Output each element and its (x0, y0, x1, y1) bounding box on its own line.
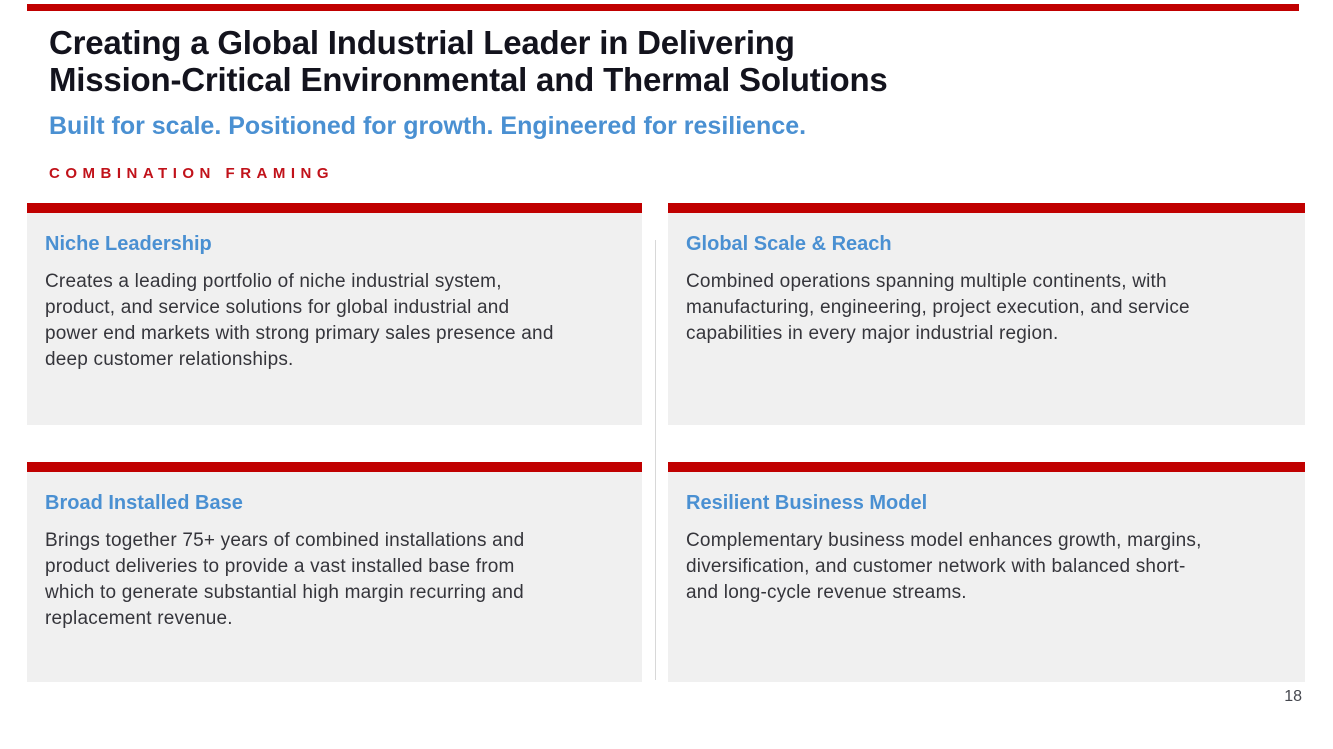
card-body: Complementary business model enhances gr… (686, 530, 1202, 603)
slide-header: Creating a Global Industrial Leader in D… (49, 24, 1289, 182)
card-broad-installed-base: Broad Installed Base Brings together 75+… (27, 462, 642, 682)
card-body: Combined operations spanning multiple co… (686, 271, 1190, 344)
slide-subtitle: Built for scale. Positioned for growth. … (49, 112, 807, 140)
cards-grid: Niche Leadership Creates a leading portf… (27, 203, 1305, 682)
slide-title: Creating a Global Industrial Leader in D… (49, 24, 888, 98)
card-title: Global Scale & Reach (686, 233, 892, 255)
card-title: Broad Installed Base (45, 492, 243, 514)
card-body: Creates a leading portfolio of niche ind… (45, 271, 554, 370)
card-resilient-business-model: Resilient Business Model Complementary b… (668, 462, 1305, 682)
section-eyebrow: COMBINATION FRAMING (49, 165, 335, 182)
top-accent-rule (27, 4, 1299, 11)
column-divider (655, 240, 656, 680)
card-title: Resilient Business Model (686, 492, 928, 514)
card-niche-leadership: Niche Leadership Creates a leading portf… (27, 203, 642, 425)
card-body: Brings together 75+ years of combined in… (45, 530, 525, 629)
card-global-scale-reach: Global Scale & Reach Combined operations… (668, 203, 1305, 425)
card-title: Niche Leadership (45, 233, 212, 255)
page-number: 18 (1284, 688, 1302, 705)
